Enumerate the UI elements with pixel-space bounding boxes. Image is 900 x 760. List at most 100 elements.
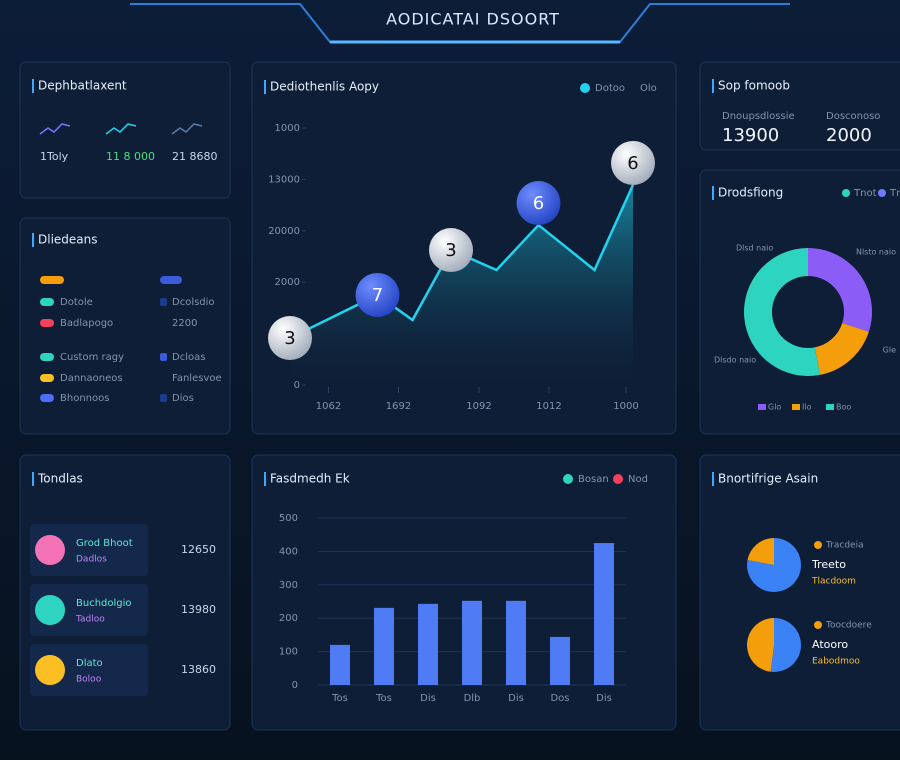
legend-label: Tnot bbox=[853, 188, 877, 199]
pie-title: Atooro bbox=[812, 638, 848, 651]
legend-swatch bbox=[160, 298, 167, 306]
y-tick-label: 100 bbox=[279, 647, 298, 658]
legend-label: Custom ragy bbox=[60, 352, 124, 363]
stat-value: 2000 bbox=[826, 125, 872, 146]
y-tick-label: 20000 bbox=[268, 226, 300, 237]
sparkline bbox=[171, 123, 203, 135]
y-tick-label: 2000 bbox=[275, 277, 300, 288]
legend-swatch bbox=[814, 541, 822, 549]
x-tick-label: Dis bbox=[420, 693, 436, 704]
stat-label: Dosconoso bbox=[826, 111, 880, 122]
pie-sub: Tlacdoom bbox=[811, 577, 856, 587]
pie-slice bbox=[747, 538, 802, 593]
legend-detail: 2200 bbox=[172, 318, 197, 329]
legend-label: Bhonnoos bbox=[60, 393, 109, 404]
annotation-ball bbox=[611, 140, 655, 185]
list-name: Dlato bbox=[76, 658, 103, 669]
donut-label: Dlsdo naio bbox=[714, 356, 756, 365]
legend-swatch bbox=[826, 404, 834, 410]
list-value: 13980 bbox=[181, 603, 216, 616]
annotation: 3 bbox=[284, 328, 295, 349]
legend-swatch bbox=[758, 404, 766, 410]
panel-title: Drodsfiong bbox=[718, 186, 783, 200]
legend-detail: Dcloas bbox=[172, 352, 205, 363]
bar bbox=[330, 644, 350, 685]
title-accent bbox=[264, 80, 266, 94]
pie-legend: Tracdeia bbox=[825, 541, 864, 551]
legend-swatch bbox=[40, 298, 54, 306]
x-tick-label: 1062 bbox=[316, 401, 341, 412]
badge bbox=[160, 276, 182, 284]
list-name: Buchdolgio bbox=[76, 598, 132, 609]
y-tick-label: 13000 bbox=[268, 174, 300, 185]
x-tick-label: 1012 bbox=[536, 401, 561, 412]
legend-label: Ilo bbox=[802, 403, 812, 412]
x-tick-label: Dlb bbox=[464, 693, 481, 704]
legend-label: Dotole bbox=[60, 297, 93, 308]
x-tick-label: 1000 bbox=[613, 401, 638, 412]
bar bbox=[462, 600, 482, 685]
panel bbox=[699, 61, 900, 151]
legend-label: Boo bbox=[836, 403, 851, 412]
panel-title: Fasdmedh Ek bbox=[270, 472, 350, 486]
header-title: AODICATAI DSOORT bbox=[386, 10, 560, 29]
list-item bbox=[30, 584, 148, 636]
panel-title: Tondlas bbox=[37, 472, 83, 486]
annotation: 7 bbox=[372, 285, 383, 306]
stat-value: 11 8 000 bbox=[106, 150, 155, 163]
legend-detail: Dcolsdio bbox=[172, 297, 215, 308]
legend-swatch bbox=[160, 353, 167, 361]
list-sub: Boloo bbox=[76, 675, 102, 685]
list-icon bbox=[35, 655, 65, 685]
bar bbox=[418, 603, 438, 685]
legend-swatch bbox=[878, 189, 886, 197]
title-accent bbox=[264, 472, 266, 486]
panel bbox=[19, 217, 231, 435]
legend-swatch bbox=[563, 474, 573, 484]
donut-label: Dlsd naio bbox=[736, 244, 773, 253]
list-icon bbox=[35, 535, 65, 565]
legend-label: Tni bbox=[889, 188, 900, 199]
stat-value: 1Toly bbox=[40, 150, 69, 163]
panel-title: Dephbatlaxent bbox=[38, 79, 127, 93]
bar bbox=[506, 600, 526, 685]
x-tick-label: Tos bbox=[331, 693, 348, 704]
annotation-ball bbox=[268, 316, 312, 361]
list-value: 12650 bbox=[181, 543, 216, 556]
legend-label: Dannaoneos bbox=[60, 373, 123, 384]
annotation: 6 bbox=[627, 153, 638, 174]
list-icon bbox=[35, 595, 65, 625]
x-tick-label: 1692 bbox=[386, 401, 411, 412]
legend-swatch bbox=[814, 621, 822, 629]
legend-swatch bbox=[160, 394, 167, 402]
legend-swatch bbox=[40, 394, 54, 402]
legend-label: Bosan bbox=[578, 474, 609, 485]
line-area bbox=[290, 184, 633, 385]
sparkline bbox=[39, 123, 71, 135]
bar bbox=[550, 636, 570, 685]
title-accent bbox=[32, 79, 34, 93]
panel bbox=[699, 169, 900, 435]
title-accent bbox=[712, 186, 714, 200]
panel bbox=[699, 454, 900, 731]
list-sub: Tadloo bbox=[75, 615, 105, 625]
stat-value: 21 8680 bbox=[172, 150, 218, 163]
legend-detail: Fanlesvoe bbox=[172, 373, 222, 384]
panel bbox=[19, 61, 231, 199]
list-item bbox=[30, 524, 148, 576]
annotation: 6 bbox=[533, 193, 544, 214]
legend-label: Glo bbox=[768, 403, 781, 412]
panel-title: Sop fomoob bbox=[718, 79, 790, 93]
stat-label: Dnoupsdlossie bbox=[722, 111, 795, 122]
legend-detail: Dios bbox=[172, 393, 194, 404]
donut-segment bbox=[814, 323, 869, 375]
list-item bbox=[30, 644, 148, 696]
pie-title: Treeto bbox=[811, 558, 846, 571]
legend-swatch bbox=[842, 189, 850, 197]
title-accent bbox=[32, 472, 34, 486]
annotation-ball bbox=[516, 181, 561, 226]
list-name: Grod Bhoot bbox=[76, 538, 133, 549]
sparkline bbox=[105, 123, 137, 135]
legend-swatch bbox=[40, 319, 54, 327]
donut-segment bbox=[744, 248, 820, 376]
